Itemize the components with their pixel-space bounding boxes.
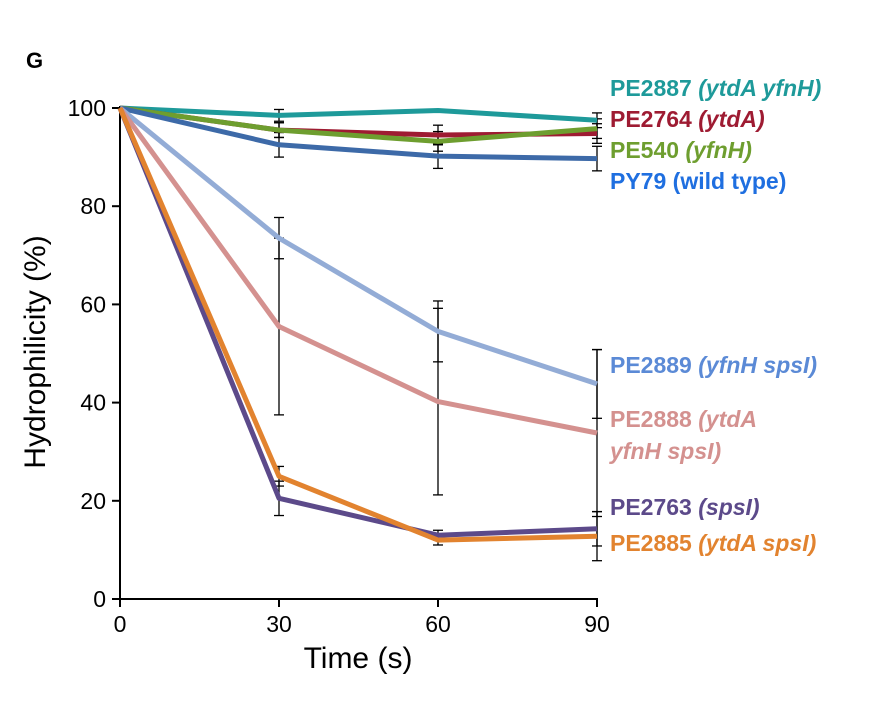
legend-strain: PE2888 [610, 406, 699, 432]
legend-entry: PE2888 (ytdA [610, 404, 757, 435]
legend-genotype: (yfnH spsI) [698, 352, 818, 378]
x-tick-label: 0 [114, 611, 127, 637]
x-tick-label: 90 [584, 611, 610, 637]
series-lines [117, 105, 598, 543]
y-tick-label: 80 [80, 193, 106, 219]
series-line-pe2887 [119, 105, 598, 123]
legend-genotype: (yfnH) [685, 137, 752, 163]
legend-entry: PE2885 (ytdA spsI) [610, 528, 816, 559]
legend-genotype: (ytdA) [698, 106, 765, 132]
legend-strain: PE2885 [610, 530, 699, 556]
legend-strain: PE2887 [610, 75, 699, 101]
x-tick-label: 60 [425, 611, 451, 637]
y-tick-label: 20 [80, 488, 106, 514]
error-bar [592, 510, 602, 562]
legend-genotype: (ytdA yfnH) [698, 75, 822, 101]
y-tick-label: 40 [80, 390, 106, 416]
series-line-py79 [119, 105, 598, 162]
legend-strain: PE540 [610, 137, 686, 163]
panel-label: G [26, 48, 44, 73]
y-axis-label: Hydrophilicity (%) [19, 235, 52, 469]
legend-entry: yfnH spsI) [610, 436, 721, 467]
legend-genotype: (spsI) [698, 494, 760, 520]
legend-strain: PE2889 [610, 352, 699, 378]
legend-entry: PE2889 (yfnH spsI) [610, 350, 817, 381]
x-tick-label: 30 [266, 611, 292, 637]
legend-entry: PY79 (wild type) [610, 166, 786, 197]
series-line-pe2888 [117, 106, 598, 436]
legend-entry: PE2764 (ytdA) [610, 104, 765, 135]
chart-axes: 0 20 40 60 80 100 0 30 60 90 [68, 95, 610, 637]
series-line-pe540 [119, 105, 598, 144]
legend-strain: PE2763 [610, 494, 699, 520]
legend-genotype: (ytdA [698, 406, 758, 432]
series-line-pe2885 [117, 107, 598, 543]
y-tick-label: 100 [68, 95, 106, 121]
y-tick-label: 60 [80, 291, 106, 317]
legend-entry: PE2763 (spsI) [610, 492, 760, 523]
series-line-pe2763 [117, 107, 598, 538]
x-axis-label: Time (s) [303, 642, 413, 675]
legend-entry: PE540 (yfnH) [610, 135, 752, 166]
legend-genotype: yfnH spsI) [610, 438, 722, 464]
legend-genotype: (wild type) [672, 168, 787, 194]
legend-genotype: (ytdA spsI) [698, 530, 817, 556]
series-line-pe2889 [118, 106, 598, 387]
legend-strain: PE2764 [610, 106, 699, 132]
legend-entry: PE2887 (ytdA yfnH) [610, 73, 821, 104]
legend-strain: PY79 [610, 168, 673, 194]
y-tick-label: 0 [93, 586, 106, 612]
